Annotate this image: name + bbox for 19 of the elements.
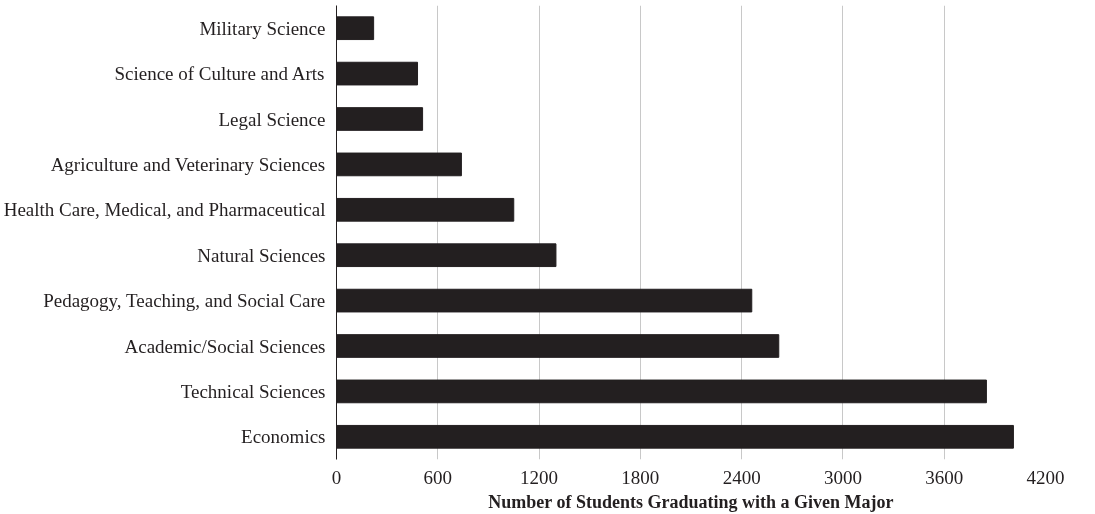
y-tick-label: Military Science [199, 17, 326, 39]
y-tick-label: Legal Science [218, 108, 326, 130]
x-tick-label: 3600 [925, 466, 964, 488]
x-tick-label: 600 [423, 466, 453, 488]
x-tick-label: 1200 [520, 466, 559, 488]
y-tick-label: Science of Culture and Arts [114, 63, 325, 85]
x-tick-label: 1800 [621, 466, 660, 488]
y-tick-label: Economics [241, 426, 326, 448]
y-tick-label: Agriculture and Veterinary Sciences [50, 153, 326, 175]
y-tick-label: Academic/Social Sciences [124, 335, 326, 357]
x-tick-label: 0 [331, 466, 342, 488]
y-tick-label: Pedagogy, Teaching, and Social Care [43, 290, 326, 312]
x-axis-title: Number of Students Graduating with a Given Major [488, 491, 894, 512]
x-tick-label: 4200 [1026, 466, 1065, 488]
y-tick-label: Health Care, Medical, and Pharmaceutical [3, 199, 326, 221]
y-tick-label: Natural Sciences [197, 244, 326, 266]
x-tick-label: 3000 [823, 466, 862, 488]
y-tick-label: Technical Sciences [180, 380, 326, 402]
x-tick-label: 2400 [722, 466, 761, 488]
